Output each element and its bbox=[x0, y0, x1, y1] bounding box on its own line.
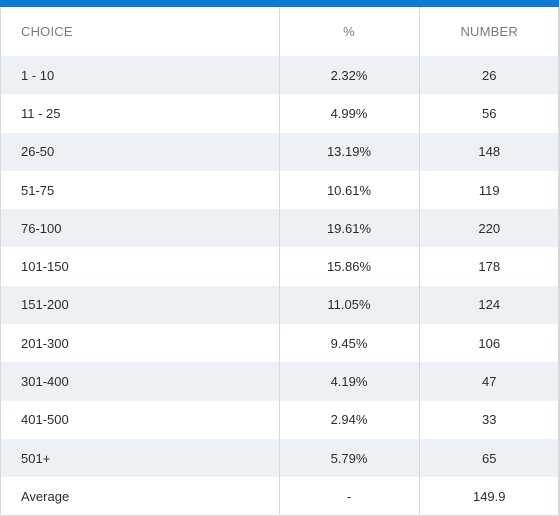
table-row: 201-300 9.45% 106 bbox=[0, 324, 559, 363]
cell-percent: 2.94% bbox=[278, 400, 419, 439]
cell-number: 220 bbox=[418, 209, 559, 248]
cell-number: 26 bbox=[418, 56, 559, 95]
header-choice: CHOICE bbox=[0, 7, 279, 56]
cell-number: 149.9 bbox=[418, 477, 559, 516]
table-row: 51-75 10.61% 119 bbox=[0, 170, 559, 210]
cell-percent: 2.32% bbox=[278, 56, 419, 95]
header-percent: % bbox=[278, 7, 419, 56]
cell-choice: 11 - 25 bbox=[0, 94, 279, 133]
cell-percent: 11.05% bbox=[278, 285, 419, 325]
cell-number: 56 bbox=[418, 94, 559, 133]
accent-top-bar bbox=[0, 0, 559, 7]
table-row: 501+ 5.79% 65 bbox=[0, 438, 559, 478]
cell-choice: 1 - 10 bbox=[0, 56, 279, 95]
cell-percent: 15.86% bbox=[278, 247, 419, 286]
cell-number: 47 bbox=[418, 362, 559, 401]
cell-percent: 13.19% bbox=[278, 132, 419, 171]
cell-number: 178 bbox=[418, 247, 559, 286]
table-body: 1 - 10 2.32% 26 11 - 25 4.99% 56 26-50 1… bbox=[0, 56, 559, 516]
table-header-row: CHOICE % NUMBER bbox=[0, 7, 559, 56]
panel-border-left bbox=[0, 7, 1, 516]
table-row: 151-200 11.05% 124 bbox=[0, 285, 559, 325]
results-table: CHOICE % NUMBER 1 - 10 2.32% 26 11 - 25 … bbox=[0, 7, 559, 516]
cell-choice: 76-100 bbox=[0, 209, 279, 248]
cell-percent: - bbox=[278, 477, 419, 516]
cell-choice: 401-500 bbox=[0, 400, 279, 439]
cell-choice: Average bbox=[0, 477, 279, 516]
cell-percent: 10.61% bbox=[278, 170, 419, 210]
cell-number: 148 bbox=[418, 132, 559, 171]
table-row: 1 - 10 2.32% 26 bbox=[0, 56, 559, 95]
cell-percent: 19.61% bbox=[278, 209, 419, 248]
table-row: 401-500 2.94% 33 bbox=[0, 400, 559, 439]
table-row: 26-50 13.19% 148 bbox=[0, 132, 559, 171]
cell-percent: 4.99% bbox=[278, 94, 419, 133]
table-row: 76-100 19.61% 220 bbox=[0, 209, 559, 248]
cell-number: 119 bbox=[418, 170, 559, 210]
cell-percent: 9.45% bbox=[278, 324, 419, 363]
table-row: 101-150 15.86% 178 bbox=[0, 247, 559, 286]
table-row-average: Average - 149.9 bbox=[0, 477, 559, 516]
cell-number: 106 bbox=[418, 324, 559, 363]
table-row: 301-400 4.19% 47 bbox=[0, 362, 559, 401]
header-number: NUMBER bbox=[418, 7, 559, 56]
cell-choice: 51-75 bbox=[0, 170, 279, 210]
cell-number: 33 bbox=[418, 400, 559, 439]
cell-percent: 4.19% bbox=[278, 362, 419, 401]
cell-choice: 501+ bbox=[0, 438, 279, 478]
cell-percent: 5.79% bbox=[278, 438, 419, 478]
table-row: 11 - 25 4.99% 56 bbox=[0, 94, 559, 133]
cell-choice: 201-300 bbox=[0, 324, 279, 363]
cell-choice: 26-50 bbox=[0, 132, 279, 171]
cell-number: 65 bbox=[418, 438, 559, 478]
cell-choice: 151-200 bbox=[0, 285, 279, 325]
cell-choice: 301-400 bbox=[0, 362, 279, 401]
cell-number: 124 bbox=[418, 285, 559, 325]
cell-choice: 101-150 bbox=[0, 247, 279, 286]
